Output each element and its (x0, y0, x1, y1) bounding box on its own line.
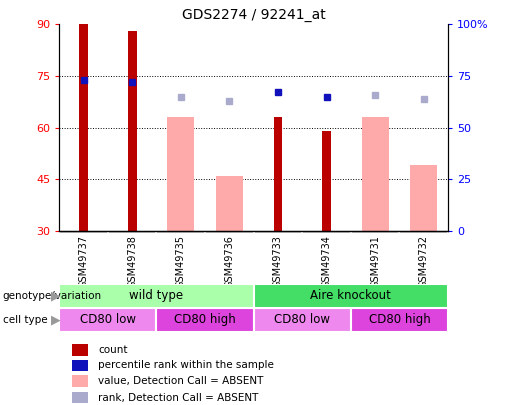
Text: rank, Detection Call = ABSENT: rank, Detection Call = ABSENT (98, 393, 259, 403)
Text: wild type: wild type (129, 289, 183, 302)
Bar (362, 117, 388, 231)
Bar (59, 308, 157, 332)
Text: CD80 high: CD80 high (369, 313, 431, 326)
Text: GSM49732: GSM49732 (419, 235, 429, 288)
Bar (157, 308, 253, 332)
Title: GDS2274 / 92241_at: GDS2274 / 92241_at (182, 8, 325, 22)
Text: CD80 low: CD80 low (274, 313, 330, 326)
Bar (167, 117, 194, 231)
Text: value, Detection Call = ABSENT: value, Detection Call = ABSENT (98, 376, 264, 386)
Bar (253, 308, 351, 332)
Text: percentile rank within the sample: percentile rank within the sample (98, 360, 274, 371)
Text: cell type: cell type (3, 315, 47, 325)
Text: CD80 high: CD80 high (174, 313, 236, 326)
Text: GSM49731: GSM49731 (370, 235, 380, 288)
Bar (351, 308, 448, 332)
Text: Aire knockout: Aire knockout (311, 289, 391, 302)
Text: GSM49733: GSM49733 (273, 235, 283, 288)
Bar (216, 176, 243, 231)
Text: GSM49736: GSM49736 (225, 235, 234, 288)
Text: GSM49738: GSM49738 (127, 235, 137, 288)
Bar (72, 360, 88, 371)
Text: ▶: ▶ (51, 289, 60, 302)
Text: GSM49737: GSM49737 (78, 235, 89, 288)
Text: count: count (98, 345, 128, 355)
Bar (128, 31, 136, 231)
Text: CD80 low: CD80 low (80, 313, 136, 326)
Bar (72, 375, 88, 387)
Bar (322, 131, 331, 231)
Text: GSM49735: GSM49735 (176, 235, 186, 288)
Text: ▶: ▶ (51, 313, 60, 326)
Bar (410, 166, 437, 231)
Text: GSM49734: GSM49734 (321, 235, 332, 288)
Bar (72, 392, 88, 404)
Bar (59, 284, 253, 308)
Bar (273, 117, 282, 231)
Bar (253, 284, 448, 308)
Bar (79, 24, 88, 231)
Bar (72, 344, 88, 356)
Text: genotype/variation: genotype/variation (3, 291, 101, 301)
